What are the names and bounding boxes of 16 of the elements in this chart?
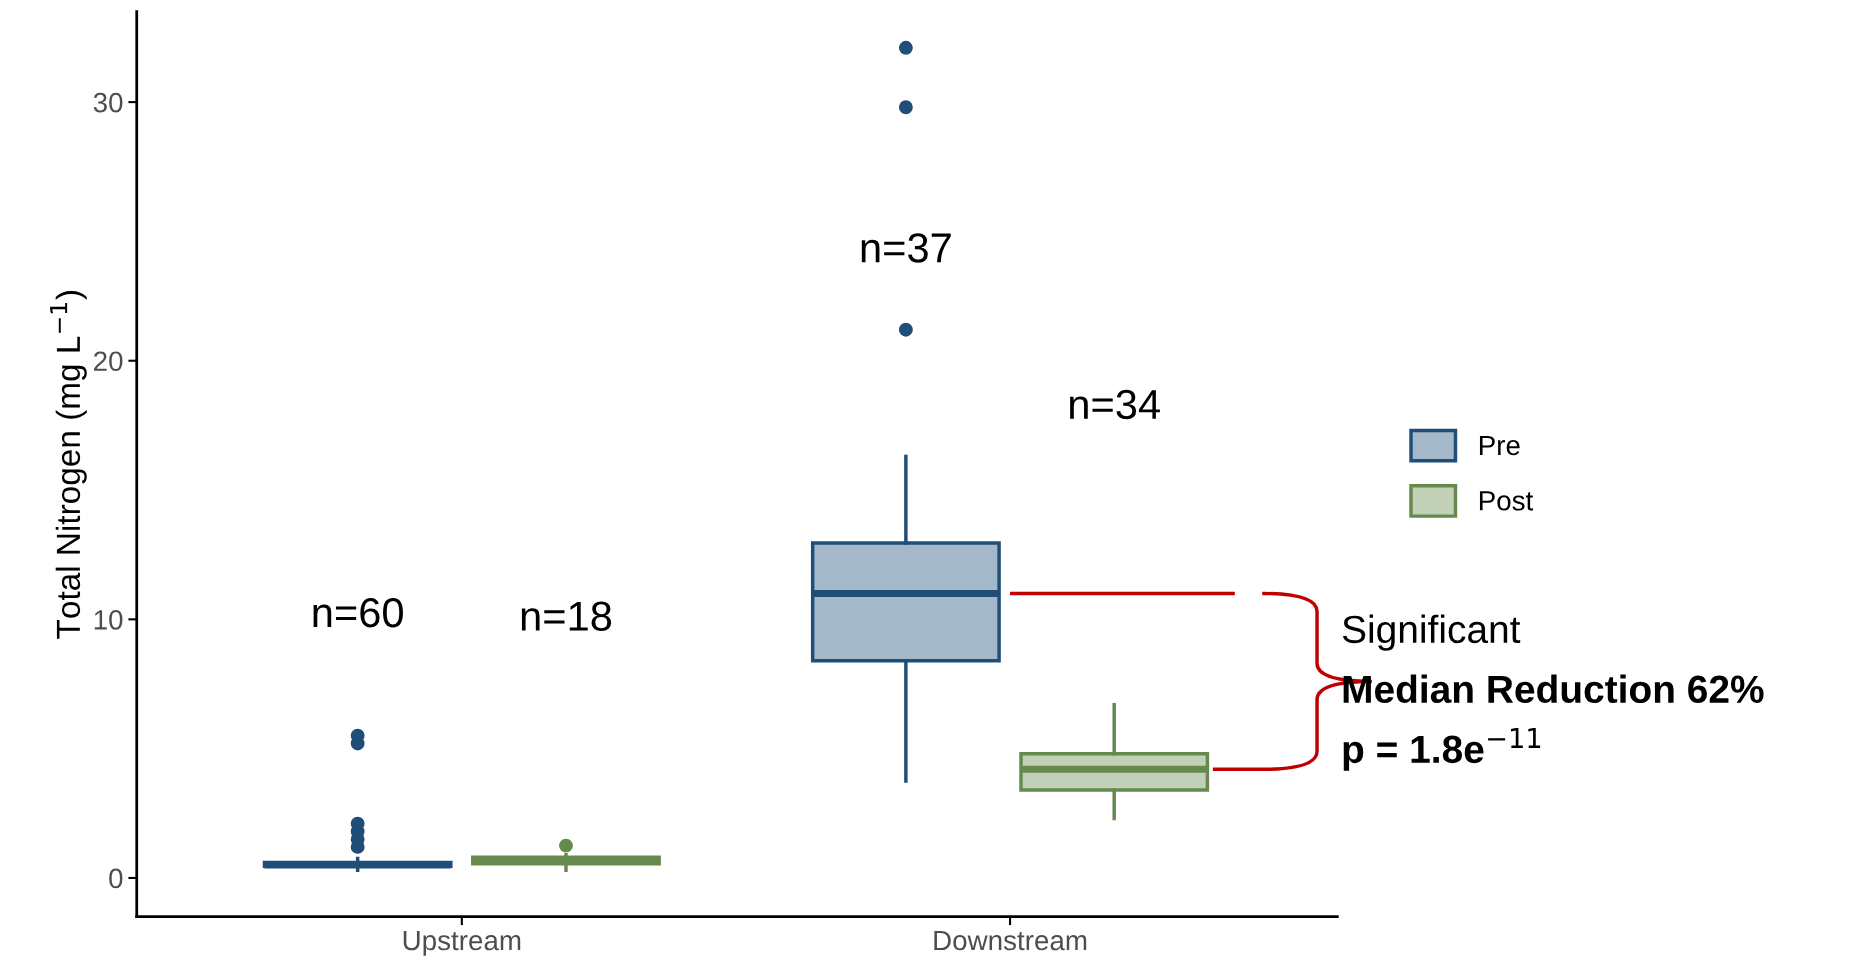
y-tick-label: 30 [93,92,123,113]
legend-label: Pre [1479,435,1520,456]
x-tick-label: Downstream [934,930,1087,951]
text: p = 1.8e$^{−11}$ [1343,728,1541,771]
annotation: n=37 [861,233,951,263]
text: Median Reduction 62% [1343,674,1764,704]
y-tick-label: 20 [94,351,123,372]
annotation: n=34 [1070,389,1160,420]
x-tick-label: Upstream [403,930,521,956]
annotation: n=18 [521,601,612,632]
y-tick-label: 0 [109,868,123,889]
legend-label: Post [1479,491,1534,511]
y-axis-title: Total Nitrogen (mg L$^{−1}$) [50,291,87,639]
annotation: n=60 [313,597,403,628]
text: Significant [1342,614,1521,651]
y-tick-label: 10 [94,610,123,630]
